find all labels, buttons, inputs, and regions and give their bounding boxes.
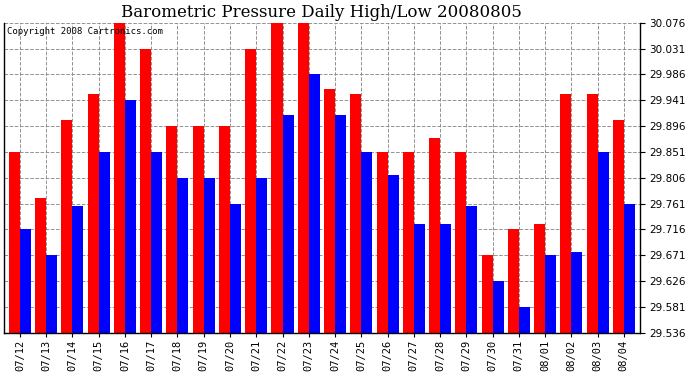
Bar: [271, 23, 282, 333]
Bar: [282, 114, 293, 333]
Bar: [166, 126, 177, 333]
Bar: [455, 152, 466, 333]
Bar: [46, 255, 57, 333]
Text: Copyright 2008 Cartronics.com: Copyright 2008 Cartronics.com: [8, 27, 164, 36]
Bar: [193, 126, 204, 333]
Bar: [335, 114, 346, 333]
Bar: [598, 152, 609, 333]
Bar: [245, 48, 256, 333]
Bar: [466, 206, 477, 333]
Bar: [219, 126, 230, 333]
Bar: [377, 152, 388, 333]
Bar: [388, 175, 399, 333]
Bar: [403, 152, 414, 333]
Bar: [508, 230, 519, 333]
Bar: [440, 224, 451, 333]
Bar: [151, 152, 162, 333]
Bar: [519, 307, 530, 333]
Bar: [586, 94, 598, 333]
Bar: [9, 152, 20, 333]
Bar: [72, 206, 83, 333]
Bar: [624, 204, 635, 333]
Title: Barometric Pressure Daily High/Low 20080805: Barometric Pressure Daily High/Low 20080…: [121, 4, 522, 21]
Bar: [88, 94, 99, 333]
Bar: [613, 120, 624, 333]
Bar: [324, 89, 335, 333]
Bar: [571, 252, 582, 333]
Bar: [560, 94, 571, 333]
Bar: [545, 255, 556, 333]
Bar: [230, 204, 241, 333]
Bar: [35, 198, 46, 333]
Bar: [429, 138, 440, 333]
Bar: [534, 224, 545, 333]
Bar: [20, 230, 31, 333]
Bar: [297, 23, 308, 333]
Bar: [493, 281, 504, 333]
Bar: [308, 74, 319, 333]
Bar: [362, 152, 373, 333]
Bar: [351, 94, 362, 333]
Bar: [140, 48, 151, 333]
Bar: [99, 152, 110, 333]
Bar: [177, 178, 188, 333]
Bar: [125, 100, 136, 333]
Bar: [204, 178, 215, 333]
Bar: [482, 255, 493, 333]
Bar: [61, 120, 72, 333]
Bar: [414, 224, 425, 333]
Bar: [256, 178, 267, 333]
Bar: [114, 23, 125, 333]
